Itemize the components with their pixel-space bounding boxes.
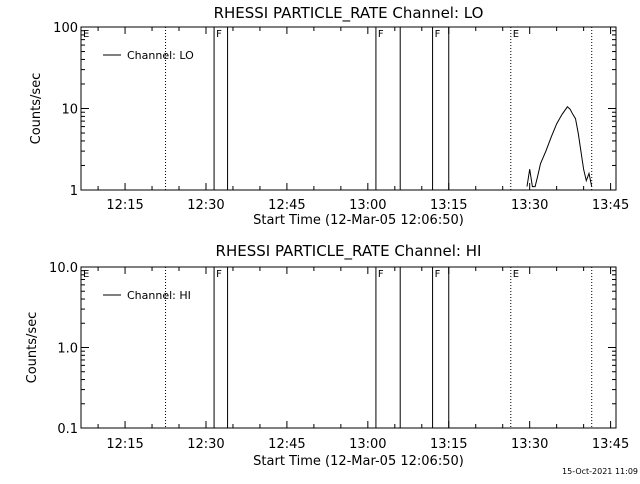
x-tick-label: 12:30 <box>187 198 224 213</box>
corner-label: E <box>83 29 89 40</box>
event-marker-label: F <box>378 269 384 280</box>
y-tick-label: 10.0 <box>49 261 78 276</box>
event-marker-label: F <box>435 269 441 280</box>
x-tick-label: 12:45 <box>268 198 305 213</box>
x-axis-label: Start Time (12-Mar-05 12:06:50) <box>253 213 464 228</box>
x-tick-label: 12:15 <box>106 198 143 213</box>
legend-entry: Channel: HI <box>127 289 191 302</box>
y-tick-label: 100 <box>53 21 78 36</box>
y-tick-label: 10 <box>61 103 78 118</box>
panel-lo: RHESSI PARTICLE_RATE Channel: LO 12:15 12:… <box>29 4 629 228</box>
y-tick-label: 1.0 <box>57 342 78 357</box>
series-line <box>526 106 593 188</box>
x-tick-label: 13:30 <box>511 437 548 452</box>
event-marker-label: E <box>513 29 519 40</box>
x-tick-label: 12:30 <box>187 437 224 452</box>
legend-entry: Channel: LO <box>127 49 194 62</box>
chart-title: RHESSI PARTICLE_RATE Channel: LO <box>214 4 484 23</box>
x-tick-label: 13:45 <box>592 437 629 452</box>
x-tick-label: 13:30 <box>511 198 548 213</box>
y-axis-label: Counts/sec <box>25 312 40 384</box>
panel-hi: RHESSI PARTICLE_RATE Channel: HI 12:15 12:… <box>25 242 629 469</box>
x-tick-label: 13:00 <box>349 198 386 213</box>
x-tick-label: 13:15 <box>430 198 467 213</box>
x-axis-label: Start Time (12-Mar-05 12:06:50) <box>253 454 464 469</box>
footer-timestamp: 15-Oct-2021 11:09 <box>562 467 638 476</box>
event-marker-label: E <box>513 269 519 280</box>
corner-label: E <box>83 269 89 280</box>
event-marker-label: F <box>435 29 441 40</box>
x-tick-label: 13:00 <box>349 437 386 452</box>
x-tick-label: 13:45 <box>592 198 629 213</box>
x-tick-label: 12:45 <box>268 437 305 452</box>
chart-title: RHESSI PARTICLE_RATE Channel: HI <box>216 242 482 261</box>
y-tick-label: 0.1 <box>57 422 78 437</box>
event-marker-label: F <box>216 29 222 40</box>
y-axis-label: Counts/sec <box>29 73 44 145</box>
event-marker-label: F <box>378 29 384 40</box>
x-tick-label: 12:15 <box>106 437 143 452</box>
x-tick-label: 13:15 <box>430 437 467 452</box>
event-marker-label: F <box>216 269 222 280</box>
y-tick-label: 1 <box>70 184 78 199</box>
